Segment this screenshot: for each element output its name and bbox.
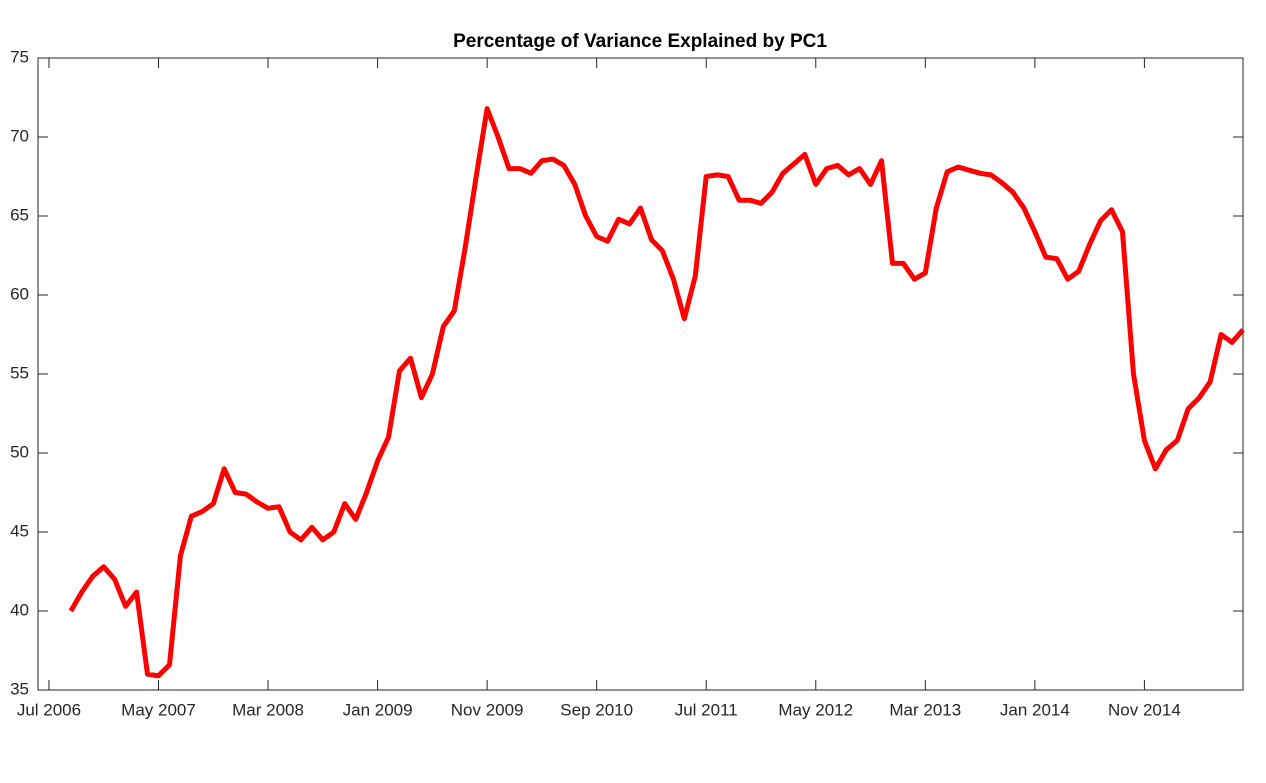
x-tick-label: Jan 2014 (1000, 700, 1070, 719)
y-tick-label: 75 (10, 47, 29, 66)
y-tick-label: 65 (10, 205, 29, 224)
x-tick-label: Sep 2010 (560, 700, 633, 719)
plot-frame (37, 57, 1244, 691)
y-tick-label: 45 (10, 521, 29, 540)
x-tick-label: Mar 2008 (232, 700, 304, 719)
chart-title: Percentage of Variance Explained by PC1 (453, 31, 827, 52)
x-tick-label: Nov 2009 (451, 700, 524, 719)
y-tick-label: 40 (10, 600, 29, 619)
x-tick-label: May 2007 (121, 700, 196, 719)
x-tick-label: Jan 2009 (343, 700, 413, 719)
y-tick-label: 55 (10, 363, 29, 382)
y-tick-label: 35 (10, 679, 29, 698)
x-tick-label: Jul 2006 (17, 700, 81, 719)
data-line (68, 106, 1245, 679)
y-tick-label: 50 (10, 442, 29, 461)
y-tick-label: 60 (10, 284, 29, 303)
y-tick-label: 70 (10, 126, 29, 145)
x-tick-label: Mar 2013 (889, 700, 961, 719)
x-tick-label: May 2012 (778, 700, 853, 719)
x-tick-label: Jul 2011 (675, 700, 738, 719)
x-tick-label: Nov 2014 (1108, 700, 1181, 719)
